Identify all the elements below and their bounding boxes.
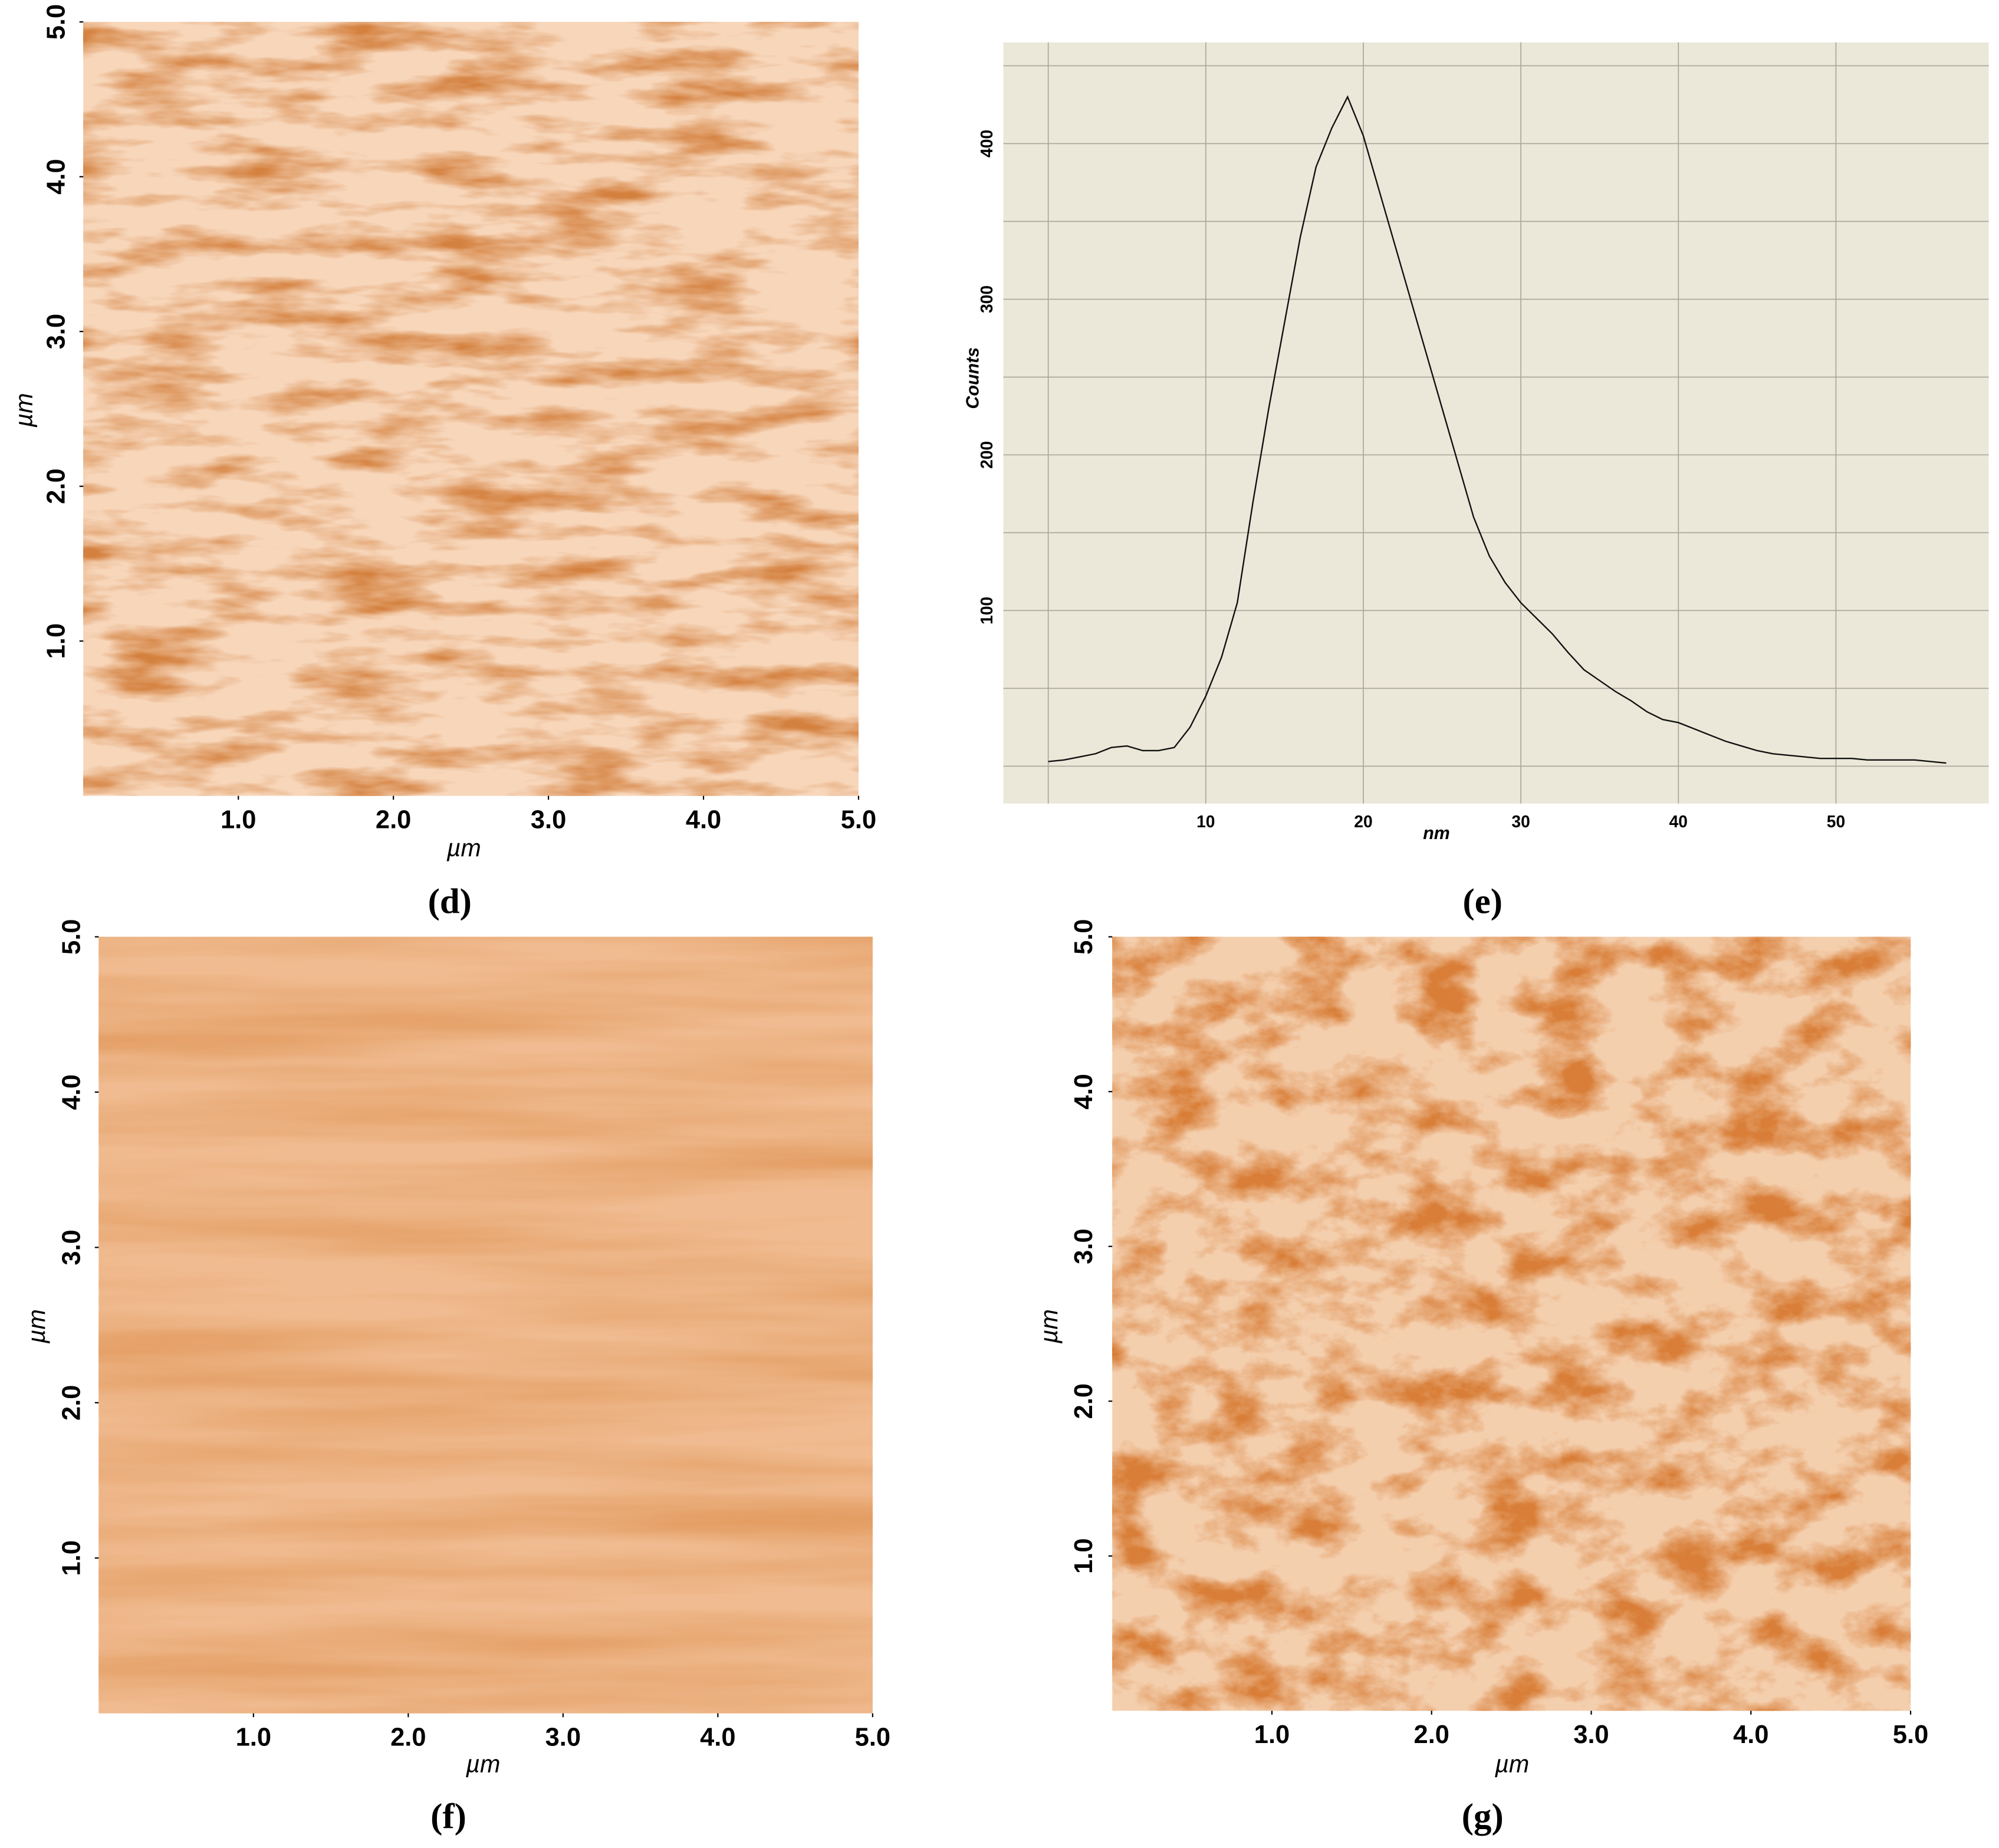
y-tick-label: 1.0 (57, 1540, 86, 1576)
y-tick-label: 300 (977, 285, 996, 313)
y-tick-label: 2.0 (57, 1385, 86, 1420)
x-tick-label: 2.0 (376, 806, 411, 834)
x-axis-label: nm (1423, 823, 1450, 843)
panel-label: (d) (428, 882, 472, 921)
afm-texture (1112, 936, 1911, 1711)
y-axis-label: Counts (963, 347, 983, 409)
x-tick-label: 10 (1196, 812, 1215, 831)
x-axis-label: µm (1494, 1751, 1529, 1778)
x-tick-label: 4.0 (700, 1724, 735, 1752)
y-tick-label: 3.0 (1070, 1229, 1098, 1264)
x-tick-label: 40 (1669, 812, 1688, 831)
y-tick-label: 400 (977, 130, 996, 157)
x-tick-label: 20 (1354, 812, 1372, 831)
y-tick-label: 1.0 (1070, 1538, 1098, 1574)
y-tick-label: 1.0 (42, 623, 70, 659)
x-tick-label: 4.0 (686, 806, 721, 834)
x-tick-label: 2.0 (390, 1724, 426, 1752)
y-tick-label: 5.0 (1070, 919, 1098, 955)
y-tick-label: 2.0 (1070, 1383, 1098, 1419)
panel-label: (f) (430, 1797, 466, 1836)
x-tick-label: 4.0 (1733, 1721, 1768, 1749)
y-tick-label: 100 (977, 597, 996, 624)
x-tick-label: 50 (1827, 812, 1845, 831)
y-tick-label: 4.0 (1070, 1074, 1098, 1109)
plot-area (1003, 42, 1989, 804)
afm-texture (83, 22, 859, 796)
x-tick-label: 5.0 (855, 1724, 890, 1752)
x-tick-label: 30 (1511, 812, 1530, 831)
x-tick-label: 5.0 (1893, 1721, 1928, 1749)
y-axis-label: µm (23, 1309, 50, 1344)
y-tick-label: 4.0 (57, 1074, 86, 1110)
histogram-line (1048, 95, 1947, 764)
x-tick-label: 1.0 (236, 1724, 271, 1752)
y-tick-label: 200 (977, 441, 996, 469)
y-axis-label: µm (10, 393, 37, 428)
x-tick-label: 3.0 (1573, 1721, 1609, 1749)
y-tick-label: 3.0 (57, 1229, 86, 1265)
y-tick-label: 5.0 (42, 4, 70, 40)
panel-label: (g) (1462, 1797, 1504, 1836)
x-axis-label: µm (465, 1751, 500, 1778)
afm-texture (98, 936, 873, 1714)
y-axis-label: µm (1035, 1309, 1063, 1344)
x-axis-label: µm (446, 834, 481, 861)
y-tick-label: 2.0 (42, 468, 70, 504)
x-tick-label: 5.0 (841, 806, 876, 834)
x-tick-label: 1.0 (1254, 1721, 1290, 1749)
panel-label: (e) (1462, 882, 1502, 921)
x-tick-label: 3.0 (545, 1724, 581, 1752)
x-tick-label: 3.0 (531, 806, 566, 834)
y-tick-label: 4.0 (42, 159, 70, 194)
y-tick-label: 5.0 (57, 919, 86, 955)
x-tick-label: 1.0 (221, 806, 256, 834)
y-tick-label: 3.0 (42, 314, 70, 349)
x-tick-label: 2.0 (1414, 1721, 1449, 1749)
